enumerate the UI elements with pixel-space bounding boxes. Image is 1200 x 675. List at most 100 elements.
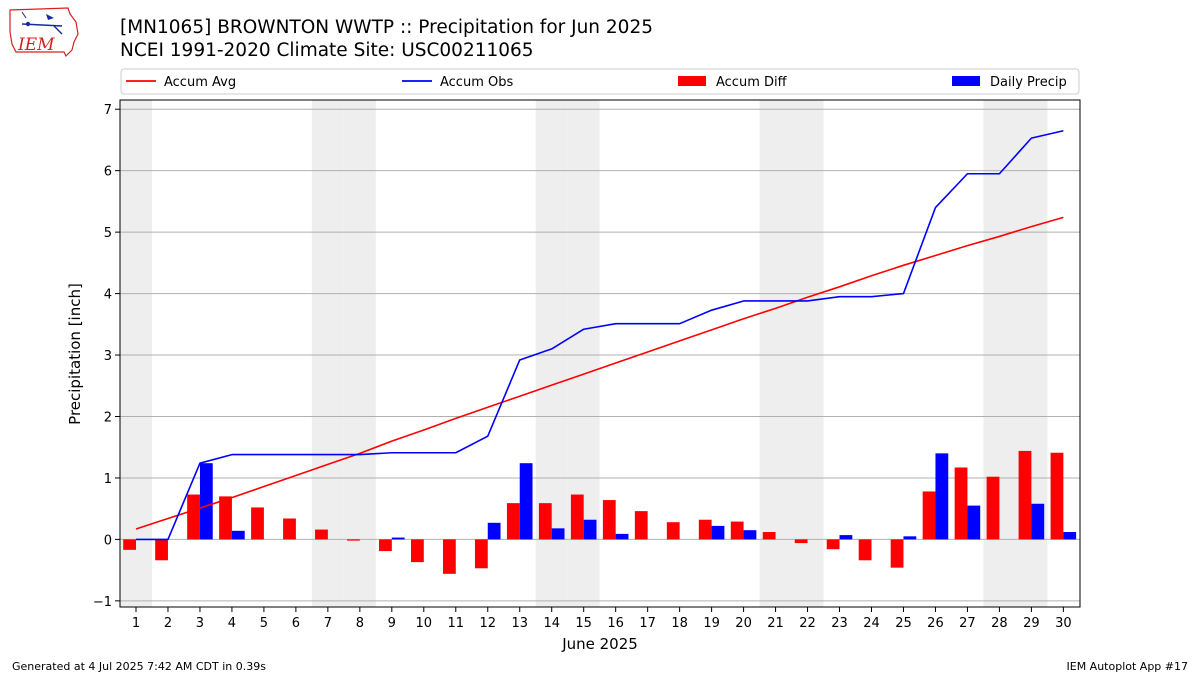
accum-diff-bar-day-30 xyxy=(1050,452,1064,540)
accum-diff-bar-day-18 xyxy=(666,522,680,540)
x-tick-label: 8 xyxy=(356,616,364,631)
plot-frame xyxy=(119,99,1081,608)
accum-diff-bar-day-17 xyxy=(634,511,648,540)
x-tick-label: 14 xyxy=(543,616,560,631)
x-tick-label: 7 xyxy=(324,616,332,631)
x-axis-ticks: 1 2 3 4 5 6 7 8 9 10 11 12 13 14 15 16 17 18 19 20 21 22 23 24 2… xyxy=(132,607,1072,631)
x-tick-label: 1 xyxy=(132,616,140,631)
y-tick-label: 1 xyxy=(104,472,112,487)
accum-diff-bar-day-24 xyxy=(858,539,872,561)
y-gridlines xyxy=(120,108,1080,602)
accum-diff-bar-day-14 xyxy=(538,503,552,540)
title-block: [MN1065] BROWNTON WWTP :: Precipitation … xyxy=(120,16,653,62)
accum-diff-bar-day-15 xyxy=(570,494,584,540)
y-axis-ticks: −1 0 1 2 3 4 5 6 7 xyxy=(93,103,120,610)
accum-diff-bar-day-8 xyxy=(347,539,360,541)
daily-precip-bar-day-23 xyxy=(839,535,853,540)
daily-precip-bar-day-14 xyxy=(551,528,565,540)
accum-diff-bar-day-12 xyxy=(474,539,488,569)
accum-diff-bar-day-2 xyxy=(155,539,168,561)
accum-diff-bar-day-27 xyxy=(954,467,968,540)
y-tick-label: 0 xyxy=(104,533,112,548)
accum-diff-bar-day-20 xyxy=(730,521,744,540)
x-tick-label: 20 xyxy=(735,616,752,631)
accum-diff-bar-day-4 xyxy=(219,496,232,540)
x-tick-label: 9 xyxy=(388,616,396,631)
weekend-shade-day-7 xyxy=(311,100,344,607)
x-tick-label: 12 xyxy=(479,616,496,631)
daily-precip-bar-day-27 xyxy=(967,505,981,540)
daily-precip-bar-day-9 xyxy=(391,537,405,540)
x-tick-label: 21 xyxy=(767,616,784,631)
x-tick-label: 16 xyxy=(607,616,624,631)
weekend-shade-day-21 xyxy=(759,100,792,607)
x-tick-label: 26 xyxy=(927,616,944,631)
legend-label-daily-precip: Daily Precip xyxy=(990,75,1067,90)
y-tick-label: 5 xyxy=(104,226,112,241)
daily-precip-bar-day-30 xyxy=(1063,532,1077,540)
accum-diff-bar-day-22 xyxy=(794,539,808,544)
x-tick-label: 29 xyxy=(1023,616,1040,631)
daily-precip-bar-day-16 xyxy=(615,533,629,540)
x-tick-label: 19 xyxy=(703,616,720,631)
accum-diff-bar-day-1 xyxy=(123,539,136,550)
legend-label-accum-avg: Accum Avg xyxy=(164,75,236,90)
accum-diff-bar-day-25 xyxy=(890,539,904,568)
bars xyxy=(123,450,1077,574)
x-tick-label: 10 xyxy=(416,616,433,631)
x-tick-label: 30 xyxy=(1055,616,1072,631)
x-tick-label: 22 xyxy=(799,616,816,631)
daily-precip-bar-day-13 xyxy=(519,463,533,540)
logo-text: IEM xyxy=(17,35,55,55)
accum-diff-bar-day-5 xyxy=(251,507,264,540)
accum-diff-bar-day-9 xyxy=(379,539,392,552)
y-tick-label: 7 xyxy=(104,103,112,118)
accum-diff-bar-day-28 xyxy=(986,476,1000,540)
y-axis-label: Precipitation [inch] xyxy=(66,283,84,425)
x-tick-label: 28 xyxy=(991,616,1008,631)
x-tick-label: 5 xyxy=(260,616,268,631)
x-tick-label: 15 xyxy=(575,616,592,631)
generated-footer: Generated at 4 Jul 2025 7:42 AM CDT in 0… xyxy=(12,660,266,673)
lines xyxy=(135,129,1064,541)
x-tick-label: 27 xyxy=(959,616,976,631)
accum-obs-line xyxy=(135,129,1064,541)
accum-diff-bar-day-11 xyxy=(442,539,456,574)
daily-precip-bar-day-20 xyxy=(743,530,757,540)
page-title: [MN1065] BROWNTON WWTP :: Precipitation … xyxy=(120,17,653,38)
daily-precip-bar-day-15 xyxy=(583,519,597,540)
y-tick-label: 4 xyxy=(104,288,112,303)
x-tick-label: 11 xyxy=(448,616,465,631)
page-subtitle: NCEI 1991-2020 Climate Site: USC00211065 xyxy=(120,40,534,61)
accum-diff-bar-day-26 xyxy=(922,491,936,540)
y-tick-label: −1 xyxy=(93,595,112,610)
accum-diff-bar-day-10 xyxy=(411,539,424,563)
iem-logo: IEM xyxy=(9,7,79,58)
legend-label-accum-diff: Accum Diff xyxy=(716,75,788,90)
weekend-shade-day-1 xyxy=(120,100,152,607)
legend-swatch-accum-diff xyxy=(678,76,706,86)
accum-diff-bar-day-3 xyxy=(187,494,200,540)
x-tick-label: 18 xyxy=(671,616,688,631)
accum-diff-bar-day-7 xyxy=(315,529,328,540)
daily-precip-bar-day-29 xyxy=(1031,503,1045,540)
accum-diff-bar-day-19 xyxy=(698,519,712,540)
daily-precip-bar-day-12 xyxy=(487,522,501,540)
legend-box xyxy=(120,68,1080,95)
accum-diff-bar-day-6 xyxy=(283,518,296,540)
legend: Accum Avg Accum Obs Accum Diff Daily Precip xyxy=(120,68,1080,95)
x-tick-label: 25 xyxy=(895,616,912,631)
y-tick-label: 6 xyxy=(104,165,112,180)
iowa-state-outline-icon xyxy=(9,7,79,58)
x-tick-label: 24 xyxy=(863,616,880,631)
weekend-shade-day-22 xyxy=(791,100,824,607)
y-tick-label: 2 xyxy=(104,410,112,425)
daily-precip-bar-day-3 xyxy=(199,463,213,540)
accum-diff-bar-day-23 xyxy=(826,539,840,550)
accum-avg-line xyxy=(135,216,1064,530)
x-axis-label: June 2025 xyxy=(561,635,638,653)
x-tick-label: 23 xyxy=(831,616,848,631)
daily-precip-bar-day-4 xyxy=(231,530,245,540)
x-tick-label: 4 xyxy=(228,616,236,631)
